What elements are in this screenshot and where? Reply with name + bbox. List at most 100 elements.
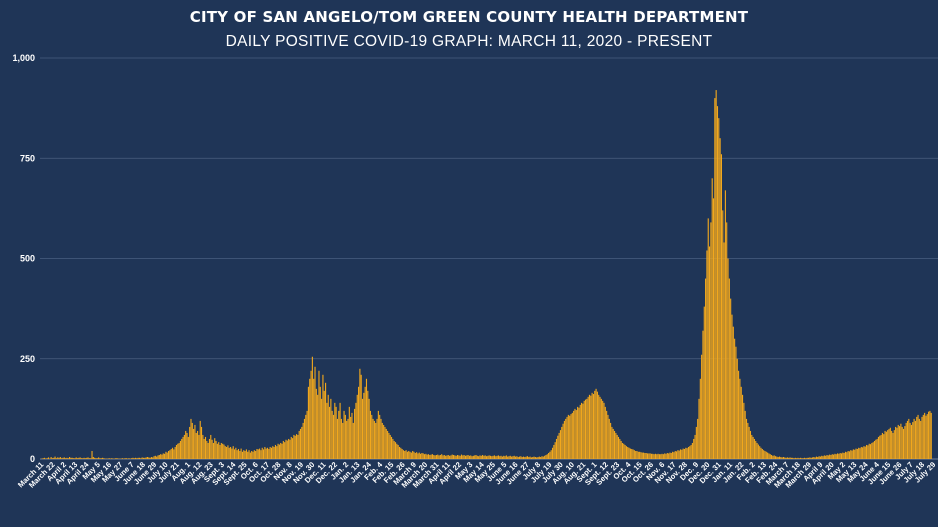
bar — [756, 442, 758, 459]
bar — [355, 402, 357, 459]
bar — [148, 457, 150, 459]
bar — [361, 398, 364, 459]
bar — [789, 457, 791, 459]
bar — [226, 446, 228, 459]
bar — [632, 449, 634, 459]
y-tick-label: 1,000 — [12, 53, 35, 63]
bar — [689, 446, 691, 459]
bar — [579, 404, 581, 459]
bar — [231, 448, 233, 459]
bar — [160, 454, 162, 459]
bar — [889, 427, 891, 459]
bar — [493, 455, 496, 459]
bar — [488, 455, 490, 459]
bar — [146, 457, 148, 459]
bar — [656, 454, 658, 459]
bar — [834, 453, 836, 459]
bar — [239, 450, 241, 459]
bar — [734, 338, 736, 459]
bar — [587, 396, 589, 459]
bar — [891, 430, 893, 459]
bar — [595, 388, 597, 459]
bar-series — [41, 90, 932, 460]
bar — [365, 378, 368, 459]
bar — [482, 454, 484, 459]
bar — [794, 457, 796, 459]
bar — [354, 408, 356, 460]
bar — [517, 457, 519, 459]
bar — [272, 446, 274, 459]
bar — [416, 452, 418, 459]
bar — [413, 451, 415, 459]
bar — [334, 402, 336, 459]
bar — [880, 434, 882, 459]
bar — [641, 452, 643, 459]
bar — [804, 457, 806, 459]
bar — [212, 442, 214, 459]
bar — [398, 446, 401, 459]
bar — [694, 434, 696, 459]
bar — [255, 450, 257, 459]
bar — [484, 455, 486, 459]
bar — [753, 438, 755, 459]
bar — [489, 455, 492, 459]
bar — [685, 447, 687, 459]
bar — [326, 402, 328, 459]
bar — [918, 418, 920, 459]
bar — [817, 457, 819, 459]
bar — [505, 455, 507, 459]
bar — [323, 390, 325, 459]
bar — [908, 418, 910, 459]
bar — [486, 456, 488, 459]
bar — [673, 452, 675, 459]
bar — [738, 370, 740, 459]
bar — [765, 451, 767, 459]
bar — [57, 457, 59, 459]
bar — [458, 455, 460, 459]
bar — [181, 438, 183, 459]
bar — [876, 438, 878, 459]
bar — [646, 453, 649, 459]
bar — [615, 432, 617, 459]
bar — [278, 444, 280, 459]
bar — [84, 458, 86, 459]
bar — [203, 438, 205, 459]
bar — [248, 450, 250, 459]
bar — [818, 456, 820, 459]
bar — [711, 178, 713, 460]
bar — [687, 446, 690, 459]
bar — [388, 432, 390, 459]
bar — [715, 90, 717, 459]
bar — [797, 457, 799, 459]
bar — [616, 434, 618, 459]
bar — [748, 426, 750, 459]
bar — [883, 434, 885, 459]
bar — [293, 434, 295, 459]
bar — [809, 457, 811, 459]
bar — [829, 454, 831, 459]
bar — [141, 457, 143, 459]
bar — [182, 436, 184, 459]
bar — [550, 450, 552, 459]
bar — [767, 452, 769, 459]
bar — [710, 222, 712, 459]
bar — [644, 452, 646, 459]
bar — [43, 457, 46, 459]
bar — [249, 452, 251, 459]
bar — [373, 420, 375, 459]
bar — [368, 398, 370, 459]
bar — [178, 442, 180, 459]
bar — [222, 443, 224, 459]
bar — [156, 456, 158, 459]
bar — [336, 418, 339, 459]
bar — [46, 458, 48, 459]
bar — [503, 455, 505, 459]
bar — [504, 456, 506, 459]
bar — [916, 416, 918, 459]
bar — [840, 453, 843, 459]
bar — [128, 458, 130, 459]
bar — [924, 412, 926, 459]
bar — [776, 456, 778, 459]
bar — [686, 448, 688, 459]
bar — [594, 390, 596, 459]
